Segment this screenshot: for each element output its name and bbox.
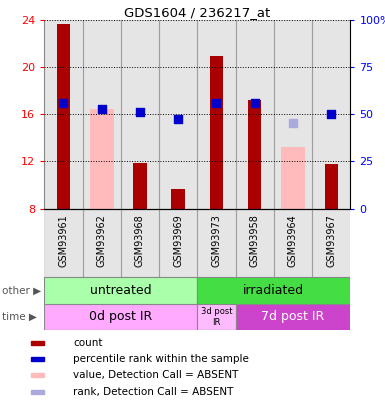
Bar (44, 304, 198, 330)
Text: 7d post IR: 7d post IR (261, 310, 325, 324)
Bar (281, 147, 305, 209)
Text: percentile rank within the sample: percentile rank within the sample (73, 354, 249, 364)
Point (328, 111, 334, 118)
Text: 3d post
IR: 3d post IR (201, 307, 232, 326)
Bar (44, 277, 198, 304)
Text: GSM93967: GSM93967 (326, 214, 336, 267)
Bar (121, 20, 159, 209)
Bar (198, 277, 350, 304)
Bar (236, 209, 274, 277)
Text: GSM93968: GSM93968 (135, 214, 145, 267)
Bar (248, 100, 261, 209)
Bar (44, 209, 82, 277)
Bar (171, 189, 185, 209)
Bar (31, 373, 44, 377)
Bar (198, 304, 236, 330)
Point (60, 99, 67, 106)
Point (99, 105, 105, 112)
Bar (274, 209, 312, 277)
Point (213, 99, 219, 106)
Bar (82, 20, 121, 209)
Text: GSM93962: GSM93962 (97, 214, 107, 267)
Point (252, 99, 258, 106)
Bar (31, 357, 44, 361)
Text: count: count (73, 338, 103, 348)
Text: other ▶: other ▶ (2, 286, 41, 296)
Bar (210, 55, 223, 209)
Bar (312, 209, 350, 277)
Bar (236, 20, 274, 209)
Text: GSM93964: GSM93964 (288, 214, 298, 267)
Bar (198, 209, 236, 277)
Bar (198, 20, 236, 209)
Bar (236, 304, 350, 330)
Bar (82, 209, 121, 277)
Text: GSM93958: GSM93958 (250, 214, 260, 267)
Title: GDS1604 / 236217_at: GDS1604 / 236217_at (124, 6, 270, 19)
Bar (159, 20, 198, 209)
Bar (274, 20, 312, 209)
Text: GSM93961: GSM93961 (59, 214, 69, 267)
Bar (312, 20, 350, 209)
Bar (31, 341, 44, 345)
Text: value, Detection Call = ABSENT: value, Detection Call = ABSENT (73, 370, 239, 380)
Text: rank, Detection Call = ABSENT: rank, Detection Call = ABSENT (73, 387, 234, 396)
Bar (325, 164, 338, 209)
Bar (90, 109, 114, 209)
Bar (57, 24, 70, 209)
Text: time ▶: time ▶ (2, 312, 37, 322)
Point (137, 109, 143, 115)
Bar (31, 390, 44, 394)
Bar (44, 20, 82, 209)
Text: 0d post IR: 0d post IR (89, 310, 152, 324)
Bar (121, 209, 159, 277)
Text: GSM93973: GSM93973 (211, 214, 221, 267)
Point (175, 116, 181, 122)
Text: GSM93969: GSM93969 (173, 214, 183, 267)
Point (290, 119, 296, 126)
Bar (159, 209, 198, 277)
Text: untreated: untreated (90, 284, 152, 297)
Text: irradiated: irradiated (243, 284, 305, 297)
Bar (133, 163, 147, 209)
